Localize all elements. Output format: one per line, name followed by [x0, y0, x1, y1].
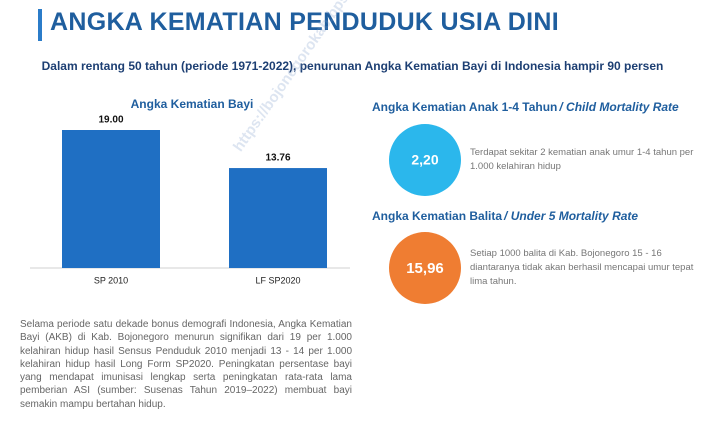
indicator-circle	[389, 124, 461, 196]
bar	[229, 168, 327, 268]
indicator-value: 2,20	[411, 152, 438, 168]
data-label: 13.76	[265, 153, 290, 164]
subtitle: Dalam rentang 50 tahun (periode 1971-202…	[41, 59, 664, 73]
chart-title: Angka Kematian Bayi	[131, 97, 254, 111]
title: ANGKA KEMATIAN PENDUDUK USIA DINI	[50, 8, 559, 36]
paragraph: Selama periode satu dekade bonus demogra…	[20, 319, 352, 410]
data-label: 19.00	[98, 115, 123, 126]
indicator-title-en: / Child Mortality Rate	[559, 100, 679, 114]
bar	[62, 130, 160, 268]
indicator-description: Setiap 1000 balita di Kab. Bojonegoro 15…	[470, 248, 694, 287]
indicator-title: Angka Kematian Balita	[372, 209, 503, 223]
indicator-circle	[389, 232, 461, 304]
indicator-heading: Angka Kematian Anak 1-4 Tahun / Child Mor…	[372, 100, 679, 114]
x-tick-label: LF SP2020	[255, 275, 300, 285]
indicator-title-en: / Under 5 Mortality Rate	[504, 209, 639, 223]
indicator-title: Angka Kematian Anak 1-4 Tahun	[372, 100, 558, 114]
indicator-description: Terdapat sekitar 2 kematian anak umur 1-…	[470, 147, 694, 172]
indicator-heading: Angka Kematian Balita / Under 5 Mortality…	[372, 209, 638, 223]
x-tick-label: SP 2010	[94, 275, 128, 285]
title-bar	[38, 9, 42, 41]
indicator-value: 15,96	[406, 260, 444, 277]
